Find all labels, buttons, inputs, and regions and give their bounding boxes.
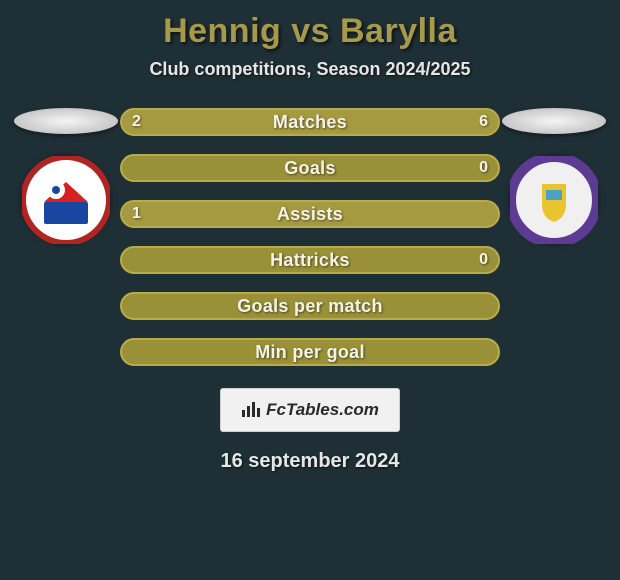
stat-label: Hattricks [122,248,498,272]
stat-label: Min per goal [122,340,498,364]
stat-value-left: 2 [132,110,141,134]
comparison-bars: Matches26Goals0Assists1Hattricks0Goals p… [120,108,500,366]
player-silhouette-placeholder [14,108,118,134]
page-title: Hennig vs Barylla [163,12,457,51]
stat-row: Assists1 [120,200,500,228]
date-text: 16 september 2024 [220,450,399,473]
right-player-badge [494,108,614,244]
stat-label: Goals per match [122,294,498,318]
stat-value-right: 0 [479,248,488,272]
stat-label: Matches [122,110,498,134]
stat-row: Matches2 6 [120,108,500,136]
stat-value-right: 0 [479,156,488,180]
brand-text: FcTables.com [266,400,379,420]
brand-badge: FcTables.com [220,388,400,432]
right-team-crest [510,156,598,244]
stat-row: Goals per match [120,292,500,320]
stat-label: Assists [122,202,498,226]
stat-value-right: 6 [479,110,488,134]
page-subtitle: Club competitions, Season 2024/2025 [149,59,470,80]
stat-row: Min per goal [120,338,500,366]
bar-chart-icon [241,402,261,418]
left-team-crest [22,156,110,244]
stat-value-left: 1 [132,202,141,226]
player-silhouette-placeholder [502,108,606,134]
stat-row: Goals0 [120,154,500,182]
stat-label: Goals [122,156,498,180]
comparison-chart: Matches26Goals0Assists1Hattricks0Goals p… [0,108,620,366]
left-player-badge [6,108,126,244]
stat-row: Hattricks0 [120,246,500,274]
